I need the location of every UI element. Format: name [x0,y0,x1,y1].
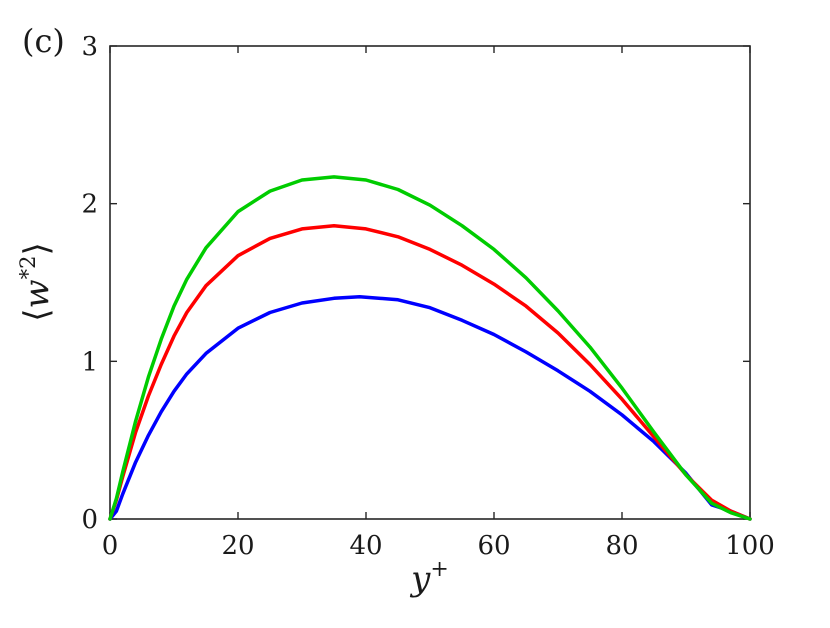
y-tick-label-2: 2 [81,190,98,220]
x-axis-label: y+ [409,557,449,599]
y-tick-label-1: 1 [81,347,98,377]
x-ticks: 0 20 40 60 80 100 [102,46,775,561]
x-tick-label-2: 40 [349,531,382,561]
y-ticks: 0 1 2 3 [81,32,750,535]
plot-frame [109,45,751,520]
series-line-0 [108,294,752,521]
x-axis-label-base: y [409,559,431,599]
y-axis-label-sup: *2 [16,256,40,280]
y-axis-label-open: ⟨ [17,308,57,321]
y-axis-label: ⟨w*2⟩ [16,242,57,322]
y-tick-label-0: 0 [81,505,98,535]
series-line-1 [108,223,752,521]
y-axis-label-base: w [17,279,57,308]
x-tick-label-1: 20 [221,531,254,561]
x-tick-label-4: 80 [605,531,638,561]
series-layer [108,175,752,521]
panel-label: (c) [22,22,65,60]
x-axis-label-sup: + [430,557,448,582]
series-line-2 [108,175,752,521]
x-tick-label-3: 60 [477,531,510,561]
x-tick-label-5: 100 [725,531,775,561]
x-tick-label-0: 0 [102,531,119,561]
y-axis-label-close: ⟩ [17,242,57,255]
y-tick-label-3: 3 [81,32,98,62]
